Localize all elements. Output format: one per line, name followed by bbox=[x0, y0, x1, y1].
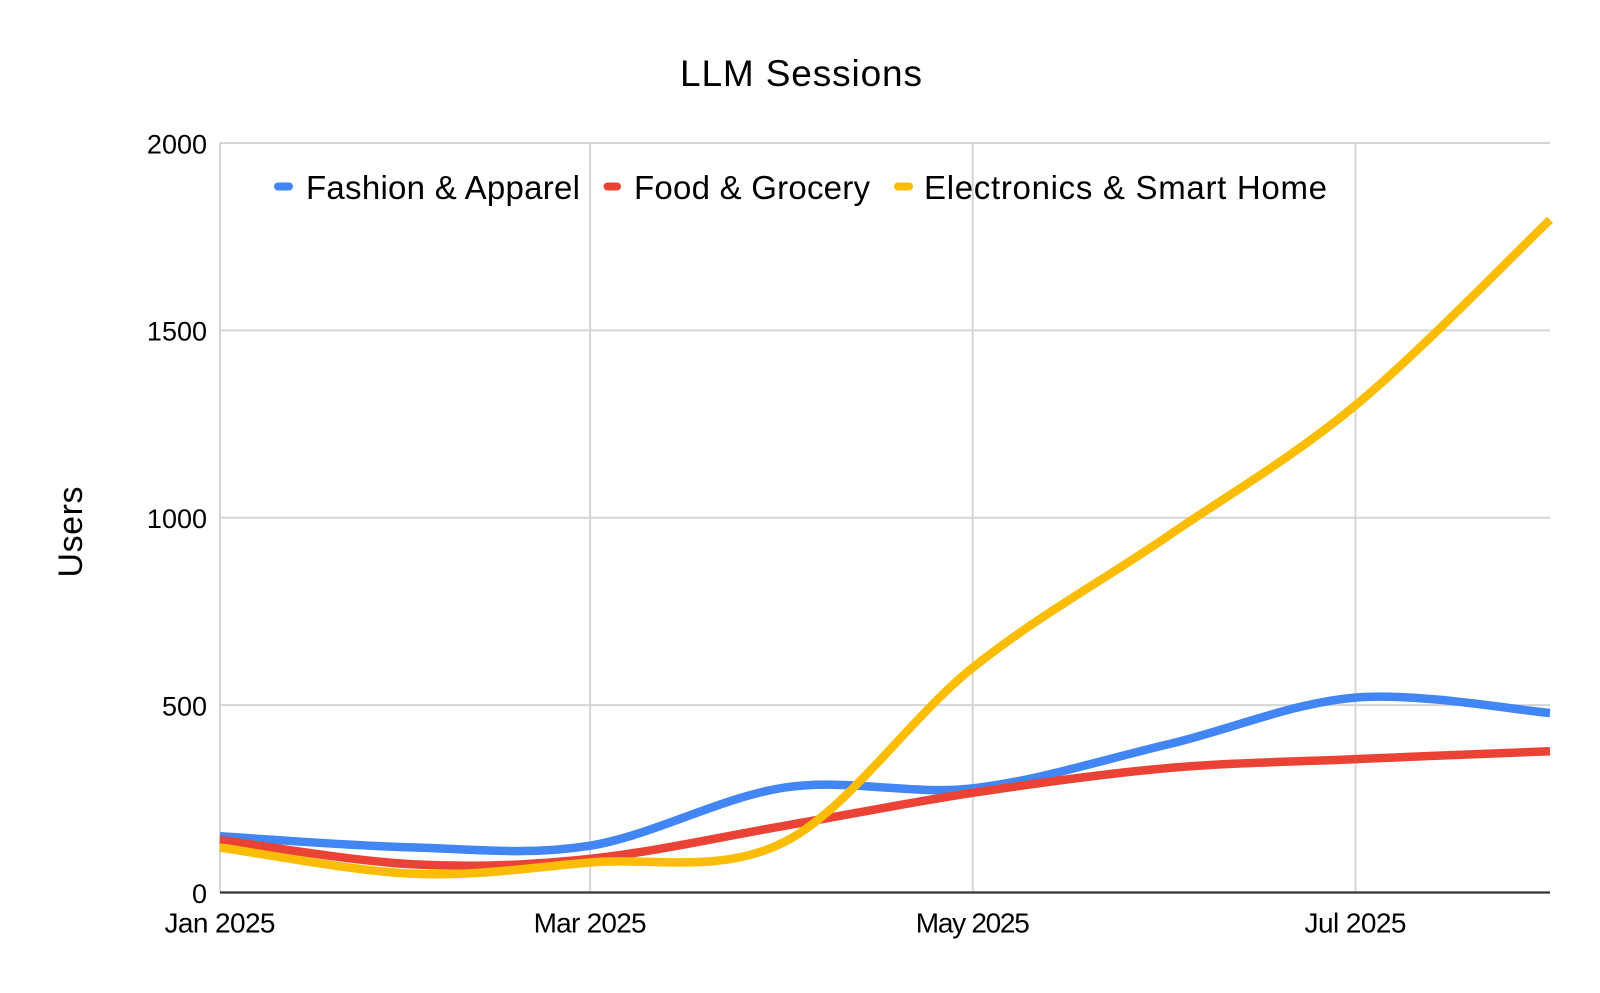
svg-text:1500: 1500 bbox=[147, 317, 207, 347]
svg-text:2000: 2000 bbox=[147, 129, 207, 159]
svg-text:Mar 2025: Mar 2025 bbox=[534, 908, 647, 939]
svg-text:Jan 2025: Jan 2025 bbox=[165, 908, 276, 939]
svg-text:1000: 1000 bbox=[147, 504, 207, 534]
svg-text:Users: Users bbox=[52, 487, 90, 578]
svg-text:May 2025: May 2025 bbox=[916, 908, 1030, 939]
svg-text:0: 0 bbox=[192, 879, 207, 909]
svg-text:LLM Sessions: LLM Sessions bbox=[680, 53, 922, 94]
svg-text:Jul 2025: Jul 2025 bbox=[1305, 908, 1407, 939]
svg-text:500: 500 bbox=[162, 691, 207, 721]
svg-text:Electronics & Smart Home: Electronics & Smart Home bbox=[924, 169, 1327, 206]
svg-text:Fashion & Apparel: Fashion & Apparel bbox=[306, 169, 580, 206]
svg-text:Food & Grocery: Food & Grocery bbox=[634, 169, 871, 206]
